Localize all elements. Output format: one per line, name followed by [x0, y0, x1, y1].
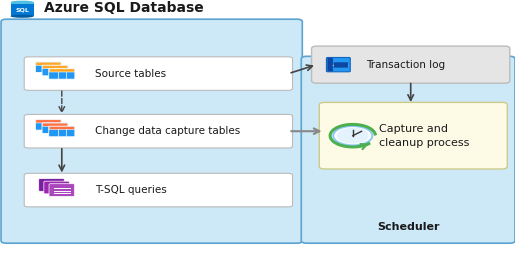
FancyBboxPatch shape [43, 66, 67, 69]
FancyBboxPatch shape [1, 19, 302, 243]
FancyBboxPatch shape [36, 62, 61, 72]
Text: Scheduler: Scheduler [377, 222, 439, 232]
Text: Transaction log: Transaction log [366, 60, 445, 70]
FancyBboxPatch shape [42, 123, 68, 133]
FancyBboxPatch shape [43, 123, 67, 126]
FancyBboxPatch shape [44, 181, 70, 194]
FancyBboxPatch shape [49, 69, 74, 72]
FancyBboxPatch shape [42, 65, 68, 76]
Text: Capture and
cleanup process: Capture and cleanup process [379, 124, 469, 148]
FancyBboxPatch shape [24, 114, 293, 148]
Text: Change data capture tables: Change data capture tables [95, 126, 241, 136]
Text: T-SQL queries: T-SQL queries [95, 185, 167, 195]
FancyBboxPatch shape [36, 120, 61, 130]
FancyBboxPatch shape [327, 58, 350, 72]
FancyBboxPatch shape [328, 58, 333, 71]
Text: Source tables: Source tables [95, 69, 166, 79]
Text: Azure SQL Database: Azure SQL Database [44, 1, 203, 15]
FancyBboxPatch shape [301, 56, 515, 243]
FancyBboxPatch shape [36, 120, 61, 123]
Circle shape [333, 126, 372, 145]
FancyBboxPatch shape [10, 2, 34, 16]
FancyBboxPatch shape [36, 62, 61, 65]
FancyBboxPatch shape [39, 179, 64, 191]
FancyBboxPatch shape [319, 102, 507, 169]
FancyBboxPatch shape [312, 46, 510, 83]
FancyBboxPatch shape [24, 173, 293, 207]
FancyBboxPatch shape [49, 126, 74, 130]
Ellipse shape [10, 15, 34, 18]
FancyBboxPatch shape [49, 126, 75, 137]
FancyBboxPatch shape [49, 69, 75, 79]
Ellipse shape [10, 1, 34, 4]
FancyBboxPatch shape [24, 57, 293, 90]
Text: SQL: SQL [15, 8, 29, 13]
Circle shape [337, 128, 369, 144]
FancyBboxPatch shape [10, 2, 34, 4]
FancyBboxPatch shape [49, 184, 75, 196]
FancyBboxPatch shape [334, 62, 348, 68]
